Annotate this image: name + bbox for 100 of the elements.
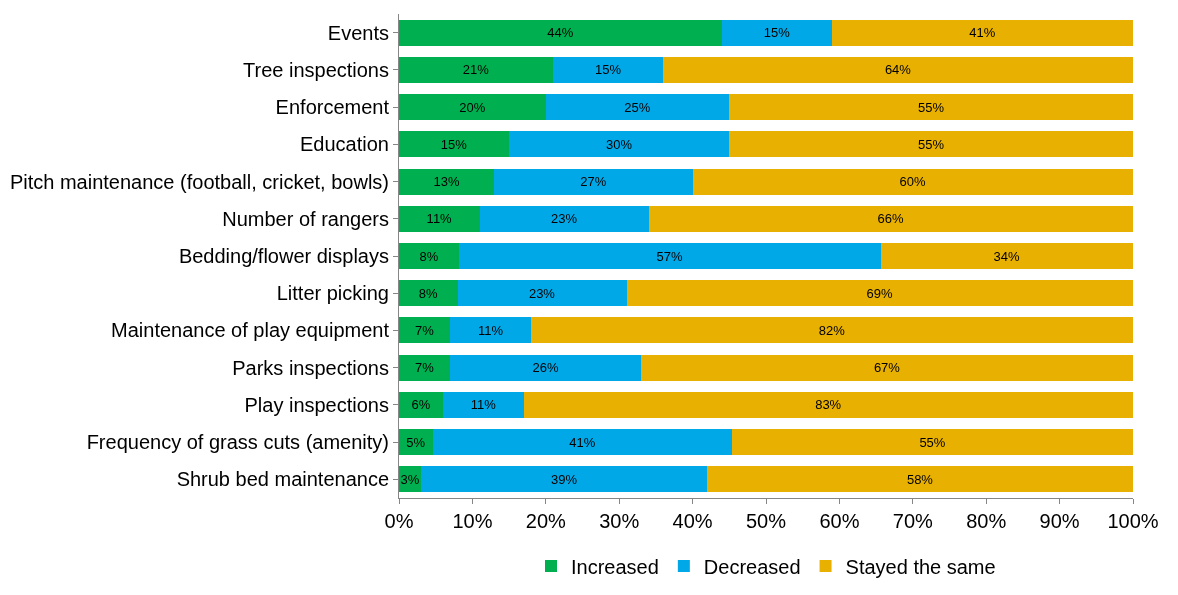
data-label: 25% — [624, 99, 651, 115]
bar — [399, 354, 451, 381]
bar — [729, 94, 1133, 121]
data-label: 60% — [899, 174, 927, 190]
data-label: 15% — [594, 62, 622, 78]
data-label: 55% — [917, 136, 945, 152]
bar — [494, 168, 693, 195]
legend-label: Increased — [571, 555, 659, 578]
bar — [626, 280, 1133, 307]
bar — [479, 205, 649, 232]
data-label: 55% — [919, 434, 946, 450]
bar — [553, 56, 664, 83]
bar — [729, 131, 1133, 158]
bar — [399, 19, 722, 46]
bar — [399, 205, 480, 232]
data-label: 6% — [411, 397, 431, 413]
y-tick-label: Maintenance of play equipment — [111, 319, 390, 342]
data-label: 82% — [818, 322, 846, 338]
x-tick-label: 80% — [966, 510, 1007, 532]
data-label: 15% — [440, 136, 468, 152]
bar — [399, 317, 451, 344]
data-label: 26% — [532, 360, 560, 376]
y-tick-label: Enforcement — [275, 96, 390, 119]
data-label: 39% — [550, 471, 578, 487]
y-tick-label: Frequency of grass cuts (amenity) — [86, 431, 389, 454]
x-tick-label: 40% — [672, 510, 713, 532]
data-label: 66% — [877, 211, 905, 227]
data-label: 11% — [426, 211, 453, 227]
data-label: 11% — [478, 322, 504, 338]
bar — [399, 280, 458, 307]
data-label: 3% — [400, 471, 420, 487]
bar — [450, 317, 532, 344]
bar — [399, 94, 546, 121]
bar — [707, 466, 1133, 493]
bar — [459, 242, 881, 270]
data-label: 23% — [550, 211, 578, 227]
data-label: 21% — [462, 62, 490, 78]
bar — [399, 242, 460, 270]
bar — [421, 466, 708, 493]
data-label: 20% — [459, 99, 486, 115]
data-label: 55% — [917, 99, 945, 115]
bar — [663, 56, 1133, 83]
y-tick-label: Bedding/flower displays — [178, 245, 389, 267]
data-label: 7% — [415, 322, 435, 338]
x-tick-label: 30% — [599, 510, 640, 532]
bar — [450, 354, 642, 381]
data-label: 67% — [873, 360, 901, 376]
data-label: 57% — [656, 248, 684, 264]
x-tick-label: 60% — [819, 510, 860, 532]
x-tick-label: 50% — [745, 510, 787, 532]
bar — [399, 56, 554, 83]
data-label: 13% — [433, 174, 460, 190]
data-label: 11% — [470, 397, 497, 413]
bar — [692, 168, 1133, 195]
bar — [457, 280, 627, 307]
y-tick-label: Education — [300, 133, 389, 156]
bar — [509, 131, 730, 158]
bar — [399, 391, 444, 418]
bar — [545, 94, 730, 121]
bar — [721, 19, 833, 46]
y-tick-label: Litter picking — [276, 282, 389, 305]
x-tick-label: 70% — [892, 510, 934, 532]
data-label: 5% — [406, 434, 426, 450]
data-label: 27% — [580, 174, 607, 190]
bar — [443, 391, 524, 418]
x-tick-label: 20% — [525, 510, 567, 532]
bar — [880, 242, 1133, 270]
data-label: 41% — [969, 25, 996, 41]
legend-label: Decreased — [703, 555, 801, 578]
bar — [732, 429, 1133, 456]
bar — [399, 168, 495, 195]
bar — [641, 354, 1133, 381]
bar — [432, 429, 733, 456]
bar — [648, 205, 1133, 232]
bar — [523, 391, 1133, 418]
y-tick-label: Tree inspections — [243, 58, 389, 81]
data-label: 8% — [419, 248, 439, 264]
data-label: 69% — [866, 285, 893, 301]
data-label: 58% — [906, 471, 934, 487]
y-tick-label: Pitch maintenance (football, cricket, bowls) — [9, 170, 389, 193]
data-label: 30% — [605, 136, 633, 152]
bar — [531, 317, 1133, 344]
x-tick-label: 90% — [1039, 510, 1080, 532]
legend-label: Stayed the same — [845, 555, 996, 578]
bar — [832, 19, 1133, 46]
x-tick-label: 0% — [384, 510, 414, 532]
y-tick-label: Parks inspections — [232, 356, 389, 379]
y-tick-label: Number of rangers — [222, 207, 389, 230]
x-tick-label: 10% — [452, 510, 493, 532]
x-tick-label: 100% — [1107, 510, 1159, 532]
data-label: 34% — [993, 248, 1020, 264]
data-label: 44% — [547, 25, 574, 41]
y-tick-label: Shrub bed maintenance — [176, 468, 389, 491]
y-tick-label: Play inspections — [244, 393, 389, 416]
data-label: 15% — [763, 25, 791, 41]
data-label: 23% — [528, 285, 556, 301]
y-tick-label: Events — [327, 21, 389, 44]
data-label: 8% — [418, 285, 438, 301]
bar — [399, 131, 510, 158]
data-label: 64% — [884, 62, 912, 78]
